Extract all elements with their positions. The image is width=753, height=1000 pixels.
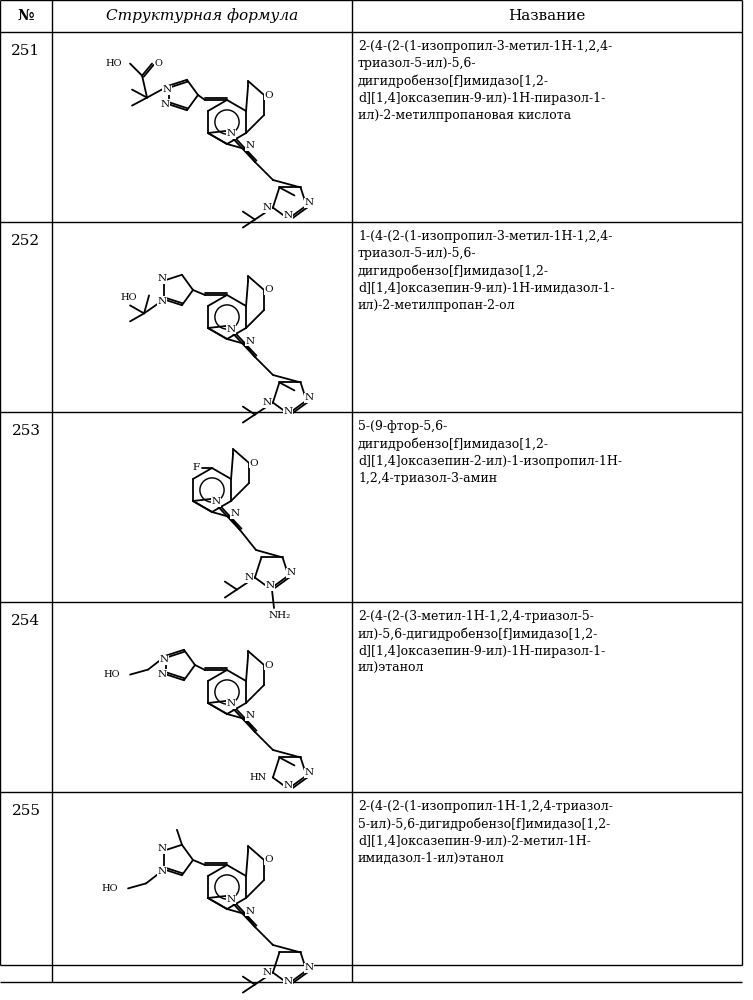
Text: N: N <box>157 297 166 306</box>
Text: N: N <box>227 894 236 904</box>
Text: N: N <box>157 274 166 283</box>
Text: N: N <box>245 712 255 720</box>
Text: N: N <box>287 568 296 577</box>
Text: 253: 253 <box>11 424 41 438</box>
Text: O: O <box>265 286 273 294</box>
Text: N: N <box>245 141 255 150</box>
Text: F: F <box>193 464 200 473</box>
Text: O: O <box>265 660 273 670</box>
Text: N: N <box>160 100 169 109</box>
Text: N: N <box>304 768 314 777</box>
Text: 251: 251 <box>11 44 41 58</box>
Text: O: O <box>154 59 162 68</box>
Text: O: O <box>265 91 273 100</box>
Text: N: N <box>262 398 271 407</box>
Text: N: N <box>227 324 236 334</box>
Text: N: N <box>283 212 293 221</box>
Text: №: № <box>17 9 35 23</box>
Text: N: N <box>163 85 172 94</box>
Text: HO: HO <box>120 293 137 302</box>
Text: O: O <box>250 458 258 468</box>
Text: N: N <box>244 573 254 582</box>
Text: N: N <box>283 976 293 986</box>
Text: N: N <box>245 336 255 346</box>
Text: N: N <box>245 906 255 916</box>
Text: N: N <box>212 497 221 506</box>
Text: 2-(4-(2-(1-изопропил-3-метил-1Н-1,2,4-
триазол-5-ил)-5,6-
дигидробензо[f]имидазо: 2-(4-(2-(1-изопропил-3-метил-1Н-1,2,4- т… <box>358 40 612 122</box>
Text: 1-(4-(2-(1-изопропил-3-метил-1Н-1,2,4-
триазол-5-ил)-5,6-
дигидробензо[f]имидазо: 1-(4-(2-(1-изопропил-3-метил-1Н-1,2,4- т… <box>358 230 614 312</box>
Text: N: N <box>230 510 239 518</box>
Text: 5-(9-фтор-5,6-
дигидробензо[f]имидазо[1,2-
d][1,4]оксазепин-2-ил)-1-изопропил-1Н: 5-(9-фтор-5,6- дигидробензо[f]имидазо[1,… <box>358 420 622 485</box>
Text: HN: HN <box>250 773 267 782</box>
Text: HO: HO <box>105 59 122 68</box>
Text: N: N <box>262 968 271 977</box>
Text: 2-(4-(2-(1-изопропил-1Н-1,2,4-триазол-
5-ил)-5,6-дигидробензо[f]имидазо[1,2-
d][: 2-(4-(2-(1-изопропил-1Н-1,2,4-триазол- 5… <box>358 800 613 865</box>
Text: N: N <box>157 867 166 876</box>
Text: N: N <box>304 393 314 402</box>
Text: NH₂: NH₂ <box>269 610 291 619</box>
Text: N: N <box>262 203 271 212</box>
Text: O: O <box>265 856 273 864</box>
Text: 252: 252 <box>11 234 41 248</box>
Text: N: N <box>157 670 166 679</box>
Text: N: N <box>266 582 275 590</box>
Text: 2-(4-(2-(3-метил-1Н-1,2,4-триазол-5-
ил)-5,6-дигидробензо[f]имидазо[1,2-
d][1,4]: 2-(4-(2-(3-метил-1Н-1,2,4-триазол-5- ил)… <box>358 610 605 675</box>
Text: N: N <box>160 655 169 664</box>
Text: Название: Название <box>508 9 586 23</box>
Text: N: N <box>283 406 293 416</box>
Text: HO: HO <box>102 884 118 893</box>
Text: 254: 254 <box>11 614 41 628</box>
Text: Структурная формула: Структурная формула <box>106 9 298 23</box>
Text: N: N <box>157 844 166 853</box>
Text: 255: 255 <box>11 804 41 818</box>
Text: N: N <box>283 782 293 790</box>
Text: N: N <box>304 963 314 972</box>
Text: HO: HO <box>104 670 120 679</box>
Text: N: N <box>227 129 236 138</box>
Text: N: N <box>227 700 236 708</box>
Text: N: N <box>304 198 314 207</box>
